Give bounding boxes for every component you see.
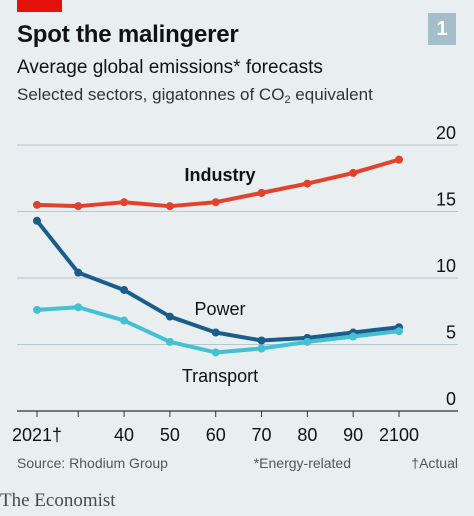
x-tick-label: 90: [343, 425, 363, 445]
x-tick-label: 40: [114, 425, 134, 445]
x-tick-label: 2100: [379, 425, 419, 445]
chart-subtitle-units: Selected sectors, gigatonnes of CO2 equi…: [17, 85, 373, 106]
industry-point: [165, 202, 174, 211]
power-point: [211, 328, 220, 337]
x-tick-label: 80: [297, 425, 317, 445]
transport-point: [395, 327, 403, 336]
transport-point: [120, 316, 129, 325]
chart-number-badge: 1: [428, 13, 456, 45]
footnote-actual: †Actual: [411, 455, 458, 471]
y-tick-label: 10: [436, 256, 456, 276]
industry-point: [303, 179, 312, 188]
industry-series-label: Industry: [184, 165, 255, 185]
transport-point: [257, 344, 266, 353]
transport-point: [33, 305, 41, 314]
chart-subtitle: Average global emissions* forecasts: [17, 57, 323, 78]
y-tick-label: 5: [446, 323, 456, 343]
industry-point: [120, 198, 129, 207]
chart-title: Spot the malingerer: [17, 21, 239, 48]
transport-point: [303, 337, 312, 346]
units-tail: equivalent: [290, 85, 373, 104]
industry-point: [349, 168, 358, 177]
source-note: Source: Rhodium Group: [17, 455, 168, 471]
power-point: [33, 216, 41, 225]
power-point: [74, 268, 83, 277]
power-line: [35, 218, 401, 343]
transport-series-label: Transport: [182, 366, 258, 386]
transport-point: [74, 303, 83, 312]
power-series-label: Power: [194, 299, 245, 319]
units-subscript: 2: [284, 94, 291, 106]
y-tick-label: 0: [446, 389, 456, 409]
transport-point: [349, 332, 358, 341]
x-tick-label: 2021†: [12, 425, 62, 445]
x-tick-label: 50: [160, 425, 180, 445]
transport-point: [165, 337, 174, 346]
x-tick-label: 60: [206, 425, 226, 445]
power-point: [165, 312, 174, 321]
industry-point: [74, 202, 83, 211]
power-point: [120, 285, 129, 294]
publisher-brand: The Economist: [0, 490, 116, 511]
x-tick-label: 70: [252, 425, 272, 445]
y-tick-label: 15: [436, 190, 456, 210]
transport-point: [211, 348, 220, 357]
industry-point: [257, 188, 266, 197]
industry-point: [211, 198, 220, 207]
y-tick-label: 20: [436, 123, 456, 143]
units-main: Selected sectors, gigatonnes of CO: [17, 85, 285, 104]
footnote-energy: *Energy-related: [253, 455, 351, 471]
industry-point: [33, 200, 41, 209]
industry-point: [395, 155, 403, 164]
power-point: [257, 336, 266, 345]
brand-red-tag: [17, 0, 62, 12]
